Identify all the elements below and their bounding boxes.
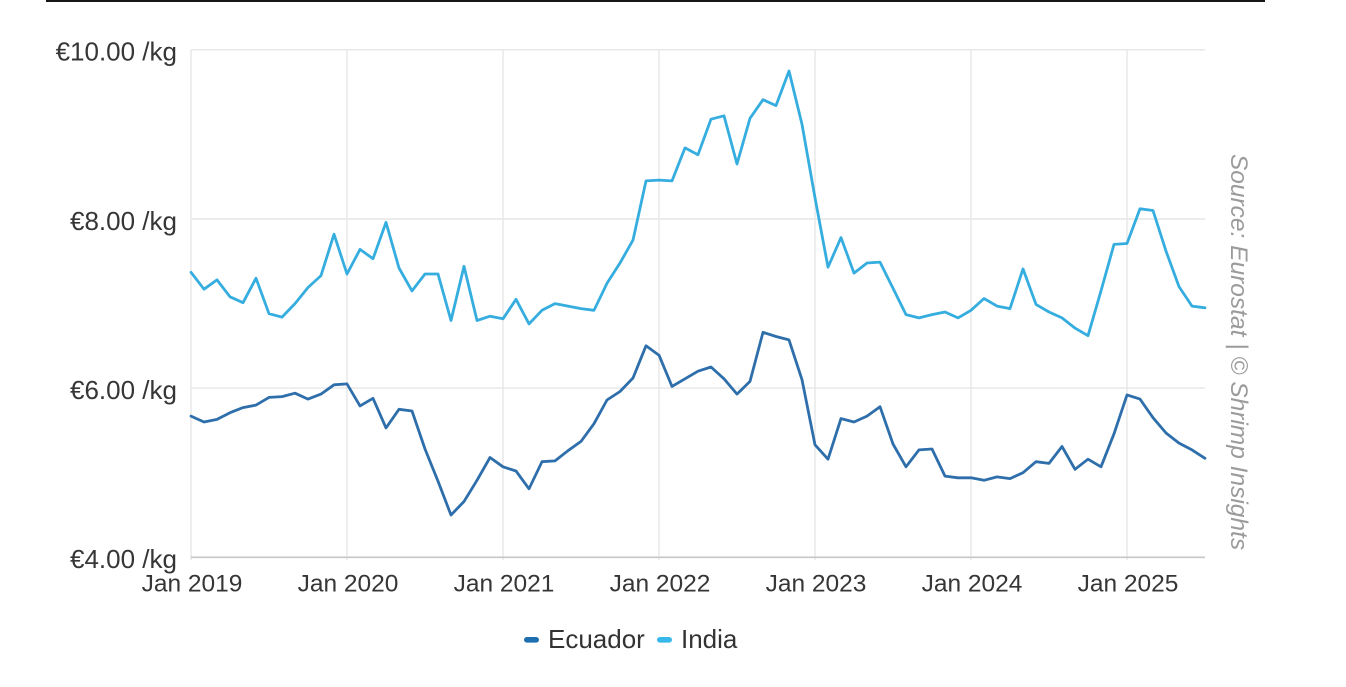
- svg-text:Ecuador: Ecuador: [548, 624, 645, 654]
- svg-text:€4.00 /kg: €4.00 /kg: [70, 544, 177, 574]
- svg-text:Jan 2022: Jan 2022: [610, 571, 711, 598]
- svg-text:€6.00 /kg: €6.00 /kg: [70, 375, 177, 405]
- svg-text:Source: Eurostat | © Shrimp In: Source: Eurostat | © Shrimp Insights: [1225, 154, 1252, 550]
- svg-text:Jan 2025: Jan 2025: [1078, 571, 1179, 598]
- svg-text:Jan 2019: Jan 2019: [142, 571, 243, 598]
- svg-text:India: India: [681, 624, 738, 654]
- svg-text:€10.00 /kg: €10.00 /kg: [56, 37, 177, 67]
- svg-text:Jan 2024: Jan 2024: [922, 571, 1023, 598]
- svg-text:Jan 2023: Jan 2023: [766, 571, 867, 598]
- svg-text:Jan 2021: Jan 2021: [454, 571, 555, 598]
- svg-text:€8.00 /kg: €8.00 /kg: [70, 206, 177, 236]
- svg-text:Jan 2020: Jan 2020: [298, 571, 399, 598]
